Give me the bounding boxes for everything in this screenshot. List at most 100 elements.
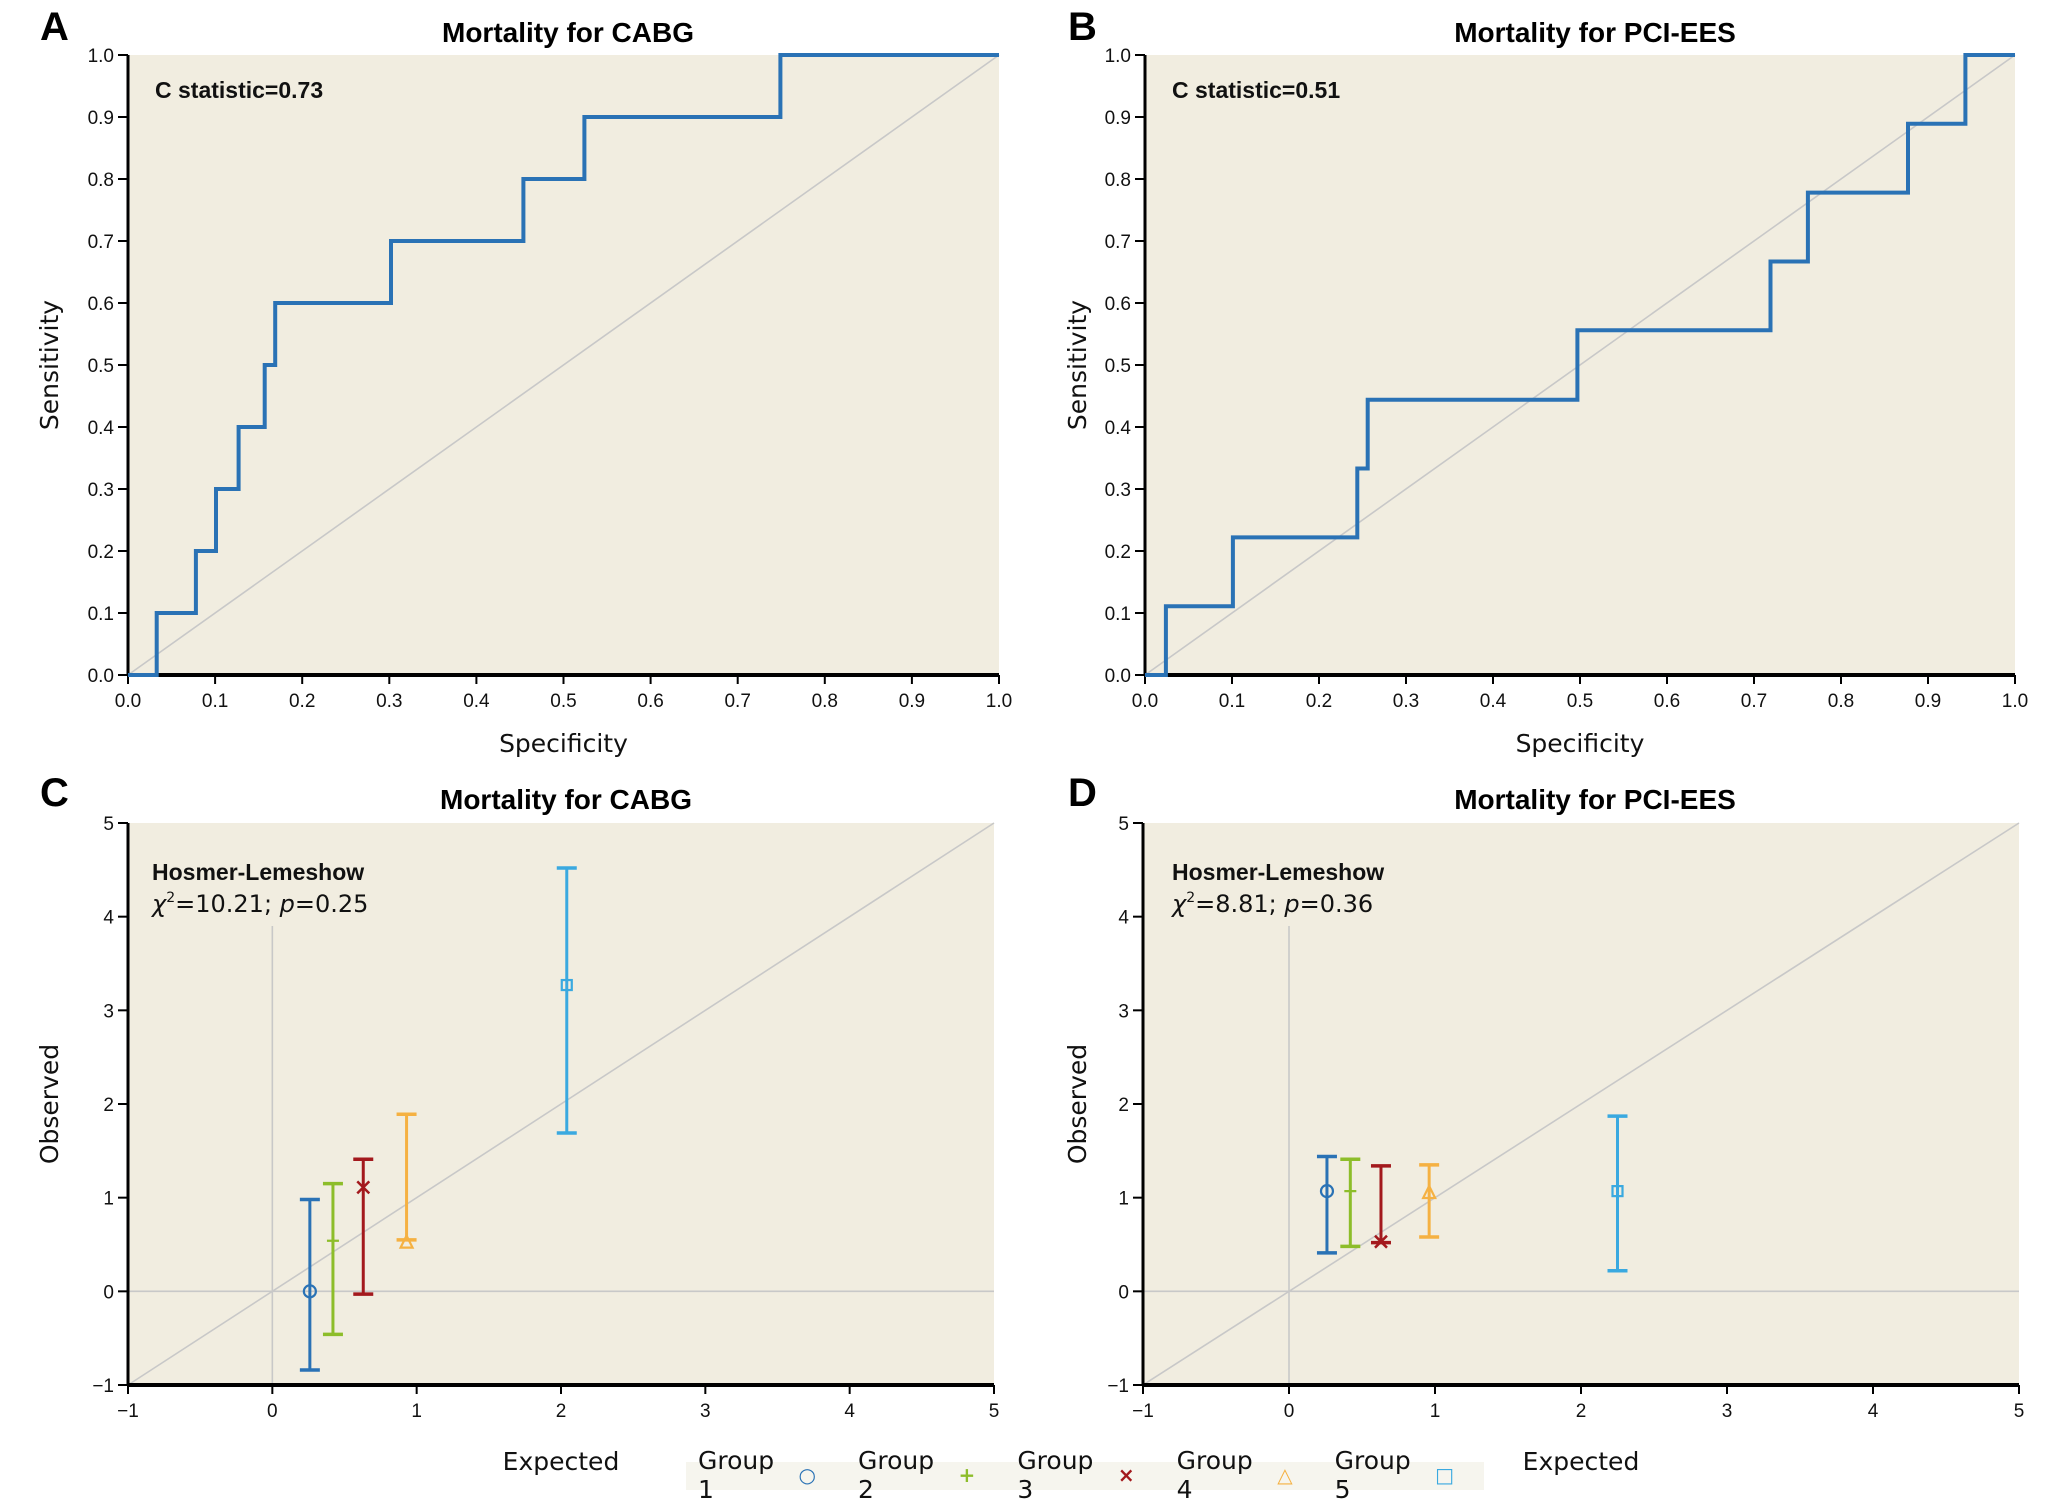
hosmer-lemeshow-title: Hosmer-Lemeshow [152,859,364,885]
hosmer-lemeshow-title: Hosmer-Lemeshow [1172,859,1384,885]
x-tick-label: 0.5 [550,691,576,712]
x-tick-label: 0.0 [1132,691,1158,712]
legend-label: Group 3 [1017,1446,1094,1504]
x-tick-label: 0 [267,1401,278,1422]
plus-marker-icon: + [958,1463,976,1487]
y-tick-label: 0.2 [88,542,114,563]
chi-value: =8.81; [1195,890,1284,918]
legend-label: Group 5 [1334,1446,1411,1504]
cross-marker-icon: × [1117,1463,1135,1487]
y-tick-label: 0 [1118,1282,1129,1303]
error-bar-group-2 [1340,1157,1361,1249]
y-tick-label: 5 [1118,814,1129,835]
panel-c-title: Mortality for CABG [440,784,692,815]
legend-item-group-5: Group 5 □ [1335,1446,1454,1504]
y-tick-label: 0.7 [1105,232,1131,253]
square-marker-icon: □ [1435,1463,1455,1487]
c-statistic-annotation: C statistic=0.51 [1172,77,1340,103]
triangle-marker-icon [398,1233,415,1249]
x-tick-label: 0.2 [1306,691,1332,712]
x-tick-label: 1 [1430,1401,1441,1422]
y-tick-label: 0.3 [88,480,114,501]
x-tick-label: 0.4 [463,691,490,712]
y-tick-label: 0.7 [88,232,114,253]
y-axis-label: Sensitivity [35,300,64,430]
y-tick-label: 0.3 [1105,480,1131,501]
x-tick-label: 0.3 [376,691,402,712]
reference-diagonal-line [1144,54,2016,676]
legend-label: Group 1 [698,1446,775,1504]
square-marker-icon [1611,1185,1624,1198]
y-tick-label: 0.5 [1105,356,1131,377]
y-tick-label: 0.1 [1105,604,1131,625]
p-value: =0.25 [295,890,369,918]
x-tick-label: 5 [989,1401,1000,1422]
panel-c: C Mortality for CABG −1 0 1 2 3 4 5 −1 0 1 2 3 4 5 Exp… [35,771,999,1476]
panel-b-title: Mortality for PCI-EES [1454,17,1736,48]
x-tick-label: 1.0 [986,691,1012,712]
plus-marker-icon [1344,1185,1357,1198]
y-tick-label: 0.9 [1105,108,1131,129]
y-tick-label: 0.0 [1105,666,1131,687]
cross-marker-icon [1374,1234,1388,1249]
y-axis-label: Observed [1063,1044,1092,1164]
x-tick-label: 0.5 [1567,691,1593,712]
hosmer-lemeshow-statistic: χ2=8.81; p=0.36 [1170,890,1373,918]
x-tick-label: 0.3 [1393,691,1419,712]
y-tick-label: 0.1 [88,604,114,625]
c-statistic-annotation: C statistic=0.73 [155,77,323,103]
y-tick-label: 5 [103,814,114,835]
x-tick-label: 0.0 [115,691,141,712]
y-tick-label: 1.0 [1105,46,1131,67]
legend-item-group-3: Group 3 × [1017,1446,1134,1504]
circle-marker-icon: ○ [798,1463,816,1487]
y-tick-label: 4 [1118,908,1129,929]
x-tick-label: 4 [844,1401,855,1422]
y-axis-label: Observed [35,1044,64,1164]
x-tick-label: 0.6 [637,691,663,712]
y-tick-label: 0.6 [88,294,114,315]
y-tick-label: 0.2 [1105,542,1131,563]
x-tick-label: 0.1 [1219,691,1245,712]
error-bar-group-4 [1419,1163,1440,1239]
chi-superscript: 2 [166,890,175,906]
legend: Group 1 ○ Group 2 + Group 3 × Group 4 △ … [686,1446,1484,1504]
y-tick-label: 0.6 [1105,294,1131,315]
panel-letter-d: D [1068,771,1097,815]
x-tick-label: 0.8 [812,691,838,712]
x-tick-label: 0.7 [724,691,750,712]
x-tick-label: 0.9 [1915,691,1941,712]
x-tick-label: 1 [411,1401,422,1422]
panel-a: A Mortality for CABG 0.0 0.1 0.2 0.3 0.4 0.5 0… [35,5,1012,758]
cross-marker-icon [356,1180,371,1195]
chi-superscript: 2 [1186,890,1195,906]
x-axis-label: Specificity [499,729,628,758]
x-axis-label: Expected [503,1447,620,1476]
y-tick-label: 4 [103,908,114,929]
triangle-marker-icon: △ [1277,1463,1293,1487]
legend-background [686,1462,1484,1490]
legend-item-group-4: Group 4 △ [1177,1446,1293,1504]
y-tick-label: 0.8 [1105,170,1131,191]
x-axis-label: Expected [1523,1447,1640,1476]
panel-letter-a: A [40,5,69,49]
x-tick-label: 3 [1722,1401,1733,1422]
y-tick-label: 0 [103,1282,114,1303]
y-tick-label: 3 [1118,1001,1129,1022]
y-tick-label: 0.5 [88,356,114,377]
error-bar-group-1 [1316,1154,1337,1255]
chi-symbol: χ [150,890,167,918]
square-marker-icon [560,978,573,992]
x-tick-label: −1 [1132,1401,1154,1422]
plus-marker-icon [326,1234,339,1247]
legend-item-group-2: Group 2 + [858,1446,975,1504]
y-tick-label: 0.4 [1105,418,1132,439]
y-tick-label: 1 [103,1189,114,1210]
y-tick-label: 0.4 [88,418,115,439]
panel-letter-c: C [40,771,69,815]
x-tick-label: 0.4 [1480,691,1507,712]
x-tick-label: 0.6 [1654,691,1680,712]
roc-curve-line [1145,53,2015,677]
x-tick-label: 0.2 [289,691,315,712]
